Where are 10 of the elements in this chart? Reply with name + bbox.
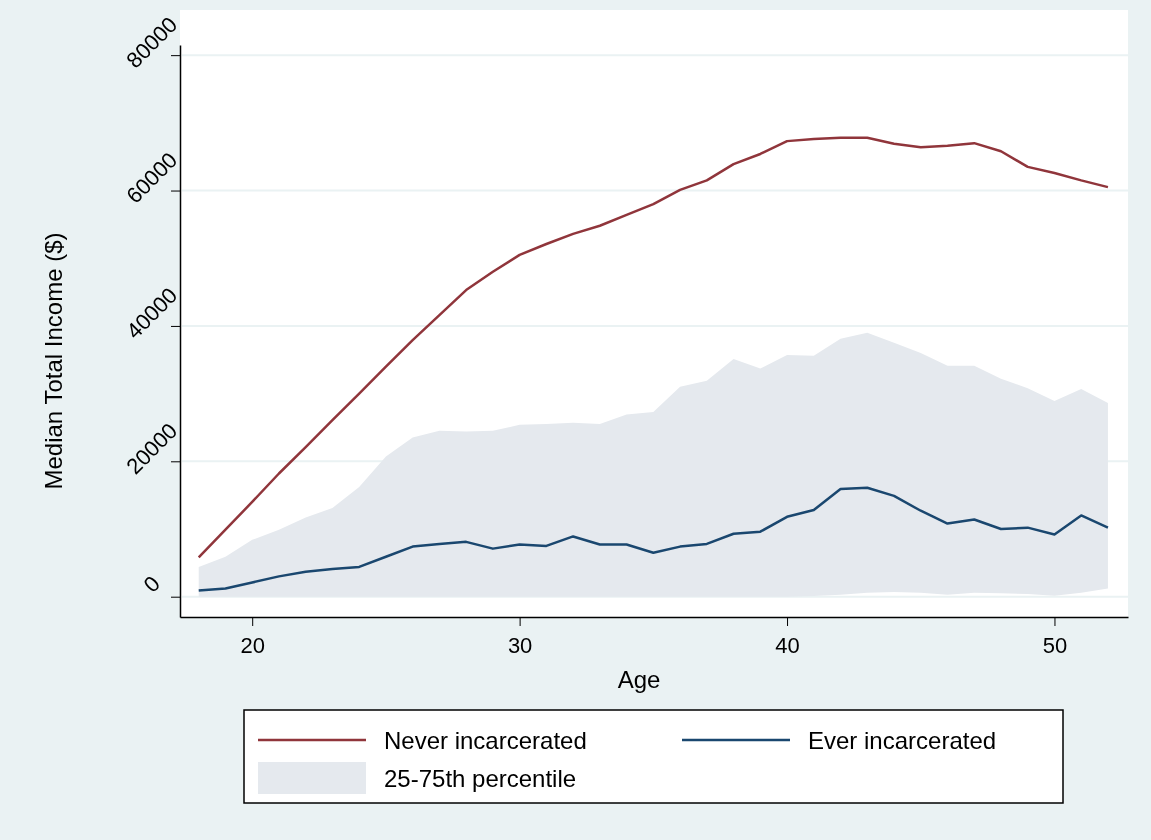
y-axis-title: Median Total Income ($) xyxy=(40,232,67,490)
x-axis-title: Age xyxy=(617,666,661,693)
x-tick-label: 40 xyxy=(775,633,800,659)
legend-label: Ever incarcerated xyxy=(808,726,997,754)
legend-label: 25-75th percentile xyxy=(384,764,577,792)
x-tick-label: 50 xyxy=(1042,633,1068,659)
x-tick-label: 30 xyxy=(507,633,533,659)
x-tick-label: 20 xyxy=(240,633,265,659)
legend-label: Never incarcerated xyxy=(384,726,587,754)
y-tick-label: 0 xyxy=(138,570,165,598)
